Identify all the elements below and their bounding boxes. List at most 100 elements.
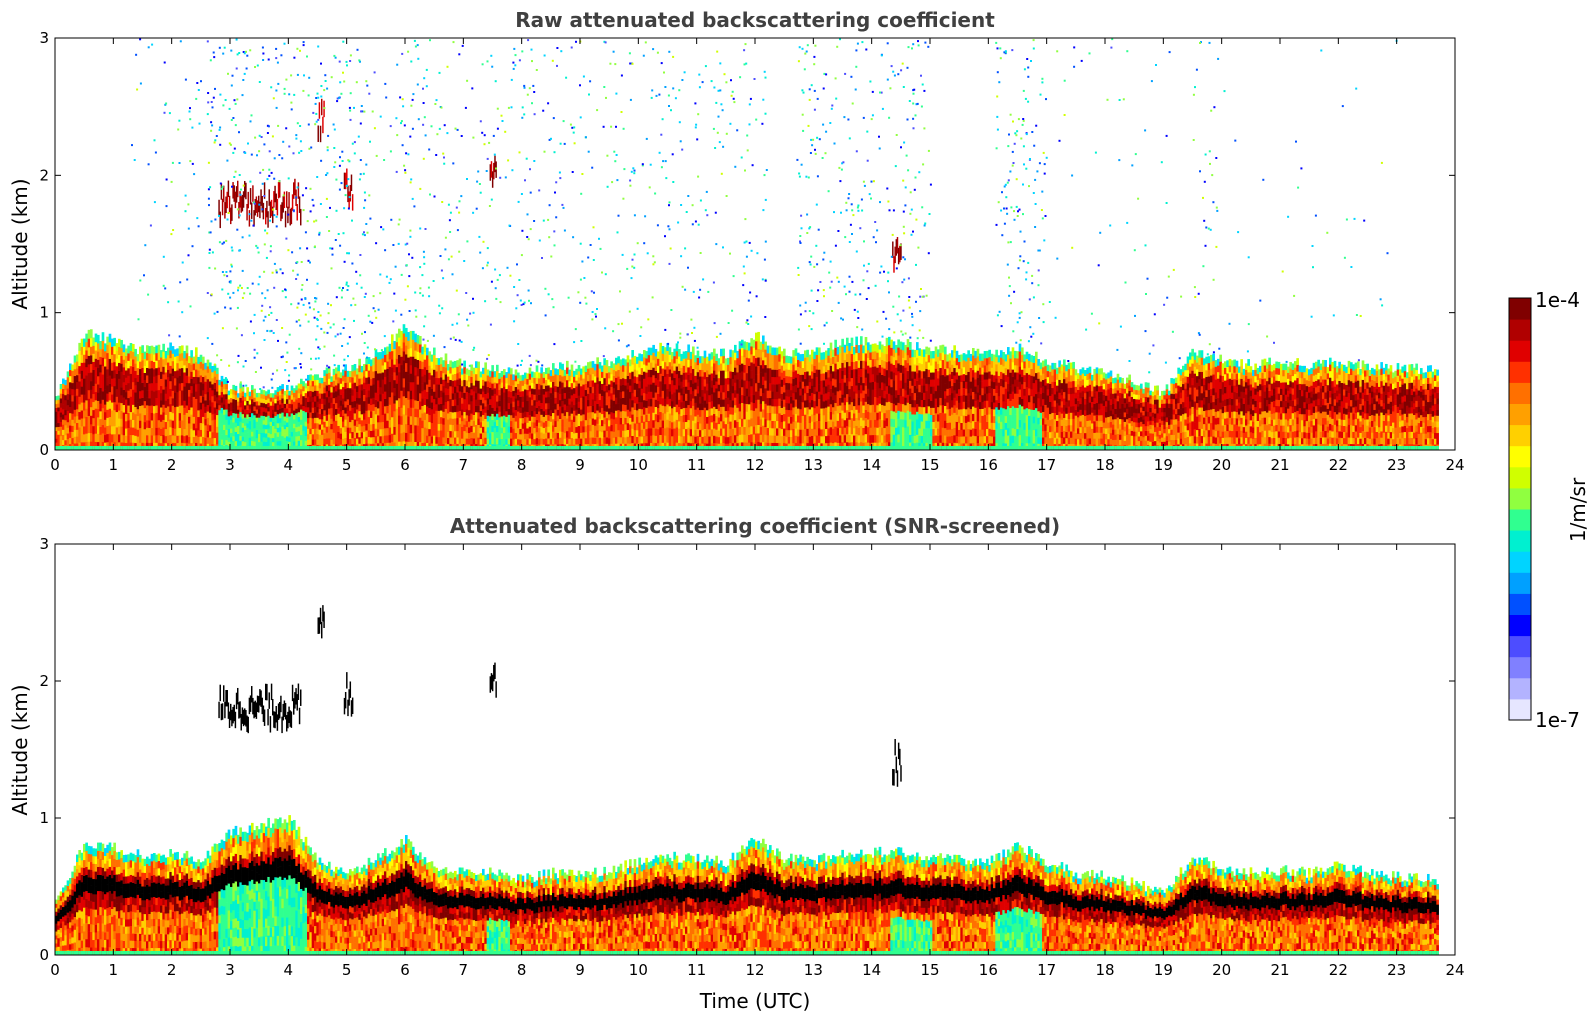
heatmap-cell — [699, 416, 702, 424]
heatmap-cell — [197, 383, 200, 391]
heatmap-cell — [806, 378, 809, 386]
heatmap-cell — [279, 422, 282, 428]
heatmap-cell — [293, 405, 296, 411]
heatmap-cell — [771, 446, 774, 450]
heatmap-cell — [73, 375, 77, 383]
heatmap-cell — [297, 426, 301, 432]
heatmap-cell — [685, 393, 688, 401]
heatmap-cell — [267, 398, 270, 403]
heatmap-cell — [776, 446, 779, 450]
heatmap-cell — [573, 416, 576, 423]
heatmap-cell — [734, 427, 737, 436]
heatmap-cell — [190, 428, 193, 437]
heatmap-cell — [260, 402, 263, 408]
heatmap-cell — [486, 404, 490, 411]
heatmap-cell — [477, 374, 480, 381]
heatmap-cell — [458, 397, 462, 405]
heatmap-cell — [223, 446, 226, 450]
heatmap-cell — [755, 441, 758, 451]
heatmap-cell — [314, 379, 317, 386]
heatmap-cell — [440, 436, 443, 444]
heatmap-cell — [710, 401, 714, 409]
heatmap-cell — [762, 384, 765, 394]
heatmap-cell — [318, 439, 322, 446]
heatmap-cell — [139, 398, 142, 406]
heatmap-cell — [664, 354, 667, 363]
heatmap-cell — [309, 406, 312, 413]
heatmap-cell — [339, 372, 343, 379]
heatmap-cell — [659, 350, 662, 359]
heatmap-cell — [629, 446, 632, 450]
heatmap-cell — [694, 416, 697, 424]
heatmap-cell — [293, 410, 296, 415]
heatmap-cell — [335, 420, 338, 427]
heatmap-cell — [472, 414, 476, 421]
heatmap-cell — [99, 387, 102, 396]
heatmap-cell — [512, 439, 515, 445]
heatmap-cell — [489, 421, 492, 428]
heatmap-cell — [757, 340, 760, 350]
heatmap-cell — [538, 405, 541, 412]
heatmap-cell — [374, 349, 378, 357]
heatmap-cell — [640, 360, 644, 369]
heatmap-cell — [185, 420, 189, 428]
heatmap-cell — [321, 377, 324, 384]
heatmap-cell — [472, 367, 476, 374]
heatmap-cell — [563, 446, 567, 450]
heatmap-cell — [227, 390, 231, 396]
heatmap-cell — [673, 421, 676, 429]
heatmap-cell — [808, 388, 812, 396]
heatmap-cell — [129, 381, 133, 390]
heatmap-cell — [265, 441, 268, 447]
heatmap-cell — [398, 389, 401, 399]
heatmap-cell — [419, 344, 422, 353]
heatmap-cell — [713, 363, 716, 371]
heatmap-cell — [582, 438, 585, 445]
heatmap-cell — [234, 404, 238, 410]
heatmap-cell — [216, 391, 219, 398]
heatmap-cell — [220, 386, 224, 393]
heatmap-cell — [785, 355, 788, 363]
heatmap-cell — [482, 446, 485, 450]
heatmap-cell — [624, 372, 627, 380]
heatmap-cell — [293, 446, 296, 450]
heatmap-cell — [813, 379, 816, 388]
heatmap-cell — [608, 438, 611, 445]
heatmap-cell — [615, 430, 618, 438]
heatmap-cell — [356, 380, 359, 387]
heatmap-cell — [519, 412, 522, 419]
heatmap-cell — [69, 419, 72, 426]
heatmap-cell — [440, 377, 443, 385]
heatmap-cell — [269, 417, 273, 422]
heatmap-cell — [612, 446, 616, 450]
heatmap-cell — [246, 396, 249, 401]
heatmap-cell — [813, 446, 816, 450]
heatmap-cell — [120, 363, 123, 372]
heatmap-cell — [251, 426, 254, 432]
panel-title: Raw attenuated backscattering coefficien… — [515, 8, 995, 32]
heatmap-cell — [157, 427, 161, 436]
heatmap-cell — [370, 430, 373, 438]
heatmap-cell — [715, 429, 718, 437]
heatmap-cell — [801, 374, 805, 382]
heatmap-cell — [356, 415, 359, 422]
heatmap-cell — [71, 437, 74, 445]
heatmap-cell — [636, 403, 639, 411]
heatmap-cell — [622, 384, 625, 392]
heatmap-cell — [297, 440, 301, 446]
heatmap-cell — [479, 427, 483, 434]
heatmap-cell — [549, 404, 553, 411]
heatmap-cell — [409, 432, 413, 442]
heatmap-cell — [706, 383, 709, 391]
heatmap-cell — [500, 427, 504, 434]
heatmap-cell — [374, 356, 378, 364]
heatmap-cell — [302, 446, 305, 450]
heatmap-cell — [258, 397, 261, 402]
heatmap-cell — [365, 384, 368, 391]
heatmap-cell — [671, 422, 674, 430]
heatmap-cell — [218, 404, 221, 411]
heatmap-cell — [169, 403, 172, 412]
heatmap-cell — [624, 365, 627, 373]
heatmap-cell — [428, 372, 431, 380]
heatmap-cell — [290, 431, 294, 437]
